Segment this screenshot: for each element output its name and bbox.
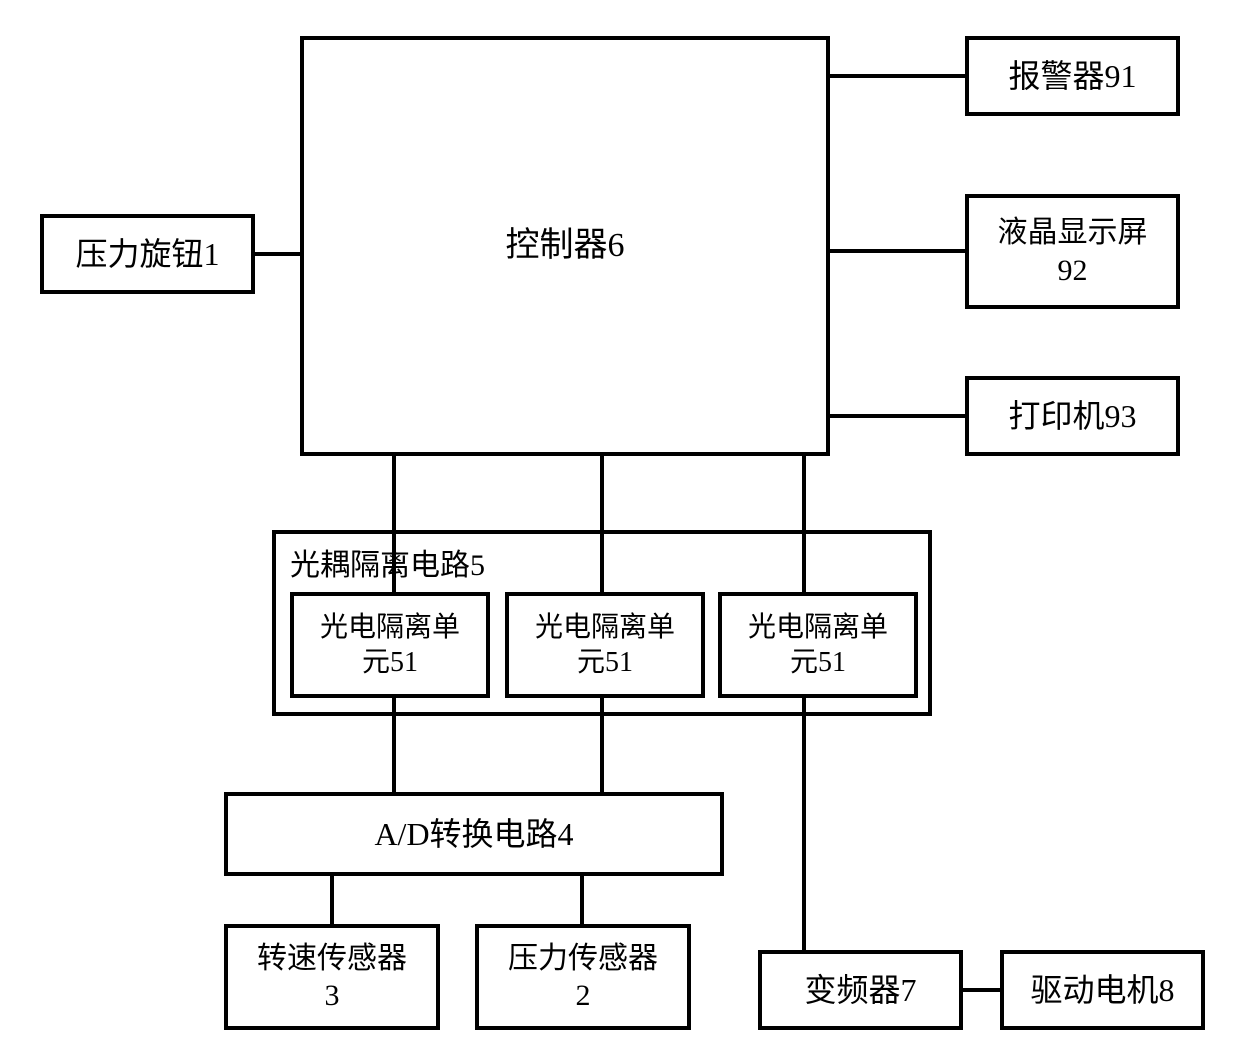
edge	[392, 698, 396, 792]
node-opto-unit-2: 光电隔离单 元51	[505, 592, 705, 698]
node-label: 2	[576, 977, 591, 1015]
node-label: 光电隔离单	[748, 610, 888, 645]
node-label: 压力旋钮1	[75, 234, 219, 274]
edge	[580, 876, 584, 924]
node-label: 驱动电机8	[1030, 970, 1174, 1010]
node-printer: 打印机93	[965, 376, 1180, 456]
node-label: A/D转换电路4	[374, 814, 573, 854]
edge	[600, 456, 604, 592]
node-alarm: 报警器91	[965, 36, 1180, 116]
edge	[802, 456, 806, 592]
edge	[830, 414, 965, 418]
node-opto-unit-1: 光电隔离单 元51	[290, 592, 490, 698]
node-ad-converter: A/D转换电路4	[224, 792, 724, 876]
node-label: 打印机93	[1008, 396, 1136, 436]
edge	[963, 988, 1000, 992]
node-label: 变频器7	[804, 970, 916, 1010]
node-label: 3	[325, 977, 340, 1015]
edge	[830, 249, 965, 253]
diagram-canvas: 压力旋钮1 控制器6 报警器91 液晶显示屏 92 打印机93 光耦隔离电路5 …	[0, 0, 1240, 1041]
node-speed-sensor: 转速传感器 3	[224, 924, 440, 1030]
node-motor: 驱动电机8	[1000, 950, 1205, 1030]
node-label: 光电隔离单	[535, 610, 675, 645]
node-label: 光电隔离单	[320, 610, 460, 645]
node-label: 光耦隔离电路5	[290, 549, 485, 582]
edge	[330, 876, 334, 924]
node-label: 元51	[790, 645, 846, 680]
node-pressure-sensor: 压力传感器 2	[475, 924, 691, 1030]
edge	[802, 698, 806, 950]
node-label: 压力传感器	[508, 940, 658, 978]
node-label: 控制器6	[506, 225, 625, 268]
edge	[600, 698, 604, 792]
edge	[830, 74, 965, 78]
node-controller: 控制器6	[300, 36, 830, 456]
node-label: 元51	[577, 645, 633, 680]
edge	[392, 456, 396, 592]
node-pressure-knob: 压力旋钮1	[40, 214, 255, 294]
node-label: 92	[1058, 252, 1088, 290]
node-inverter: 变频器7	[758, 950, 963, 1030]
node-label: 液晶显示屏	[998, 214, 1148, 252]
node-lcd: 液晶显示屏 92	[965, 194, 1180, 309]
node-label: 元51	[362, 645, 418, 680]
node-label: 转速传感器	[257, 940, 407, 978]
edge	[255, 252, 300, 256]
node-label: 报警器91	[1008, 56, 1136, 96]
opto-circuit-label: 光耦隔离电路5	[290, 540, 485, 584]
node-opto-unit-3: 光电隔离单 元51	[718, 592, 918, 698]
